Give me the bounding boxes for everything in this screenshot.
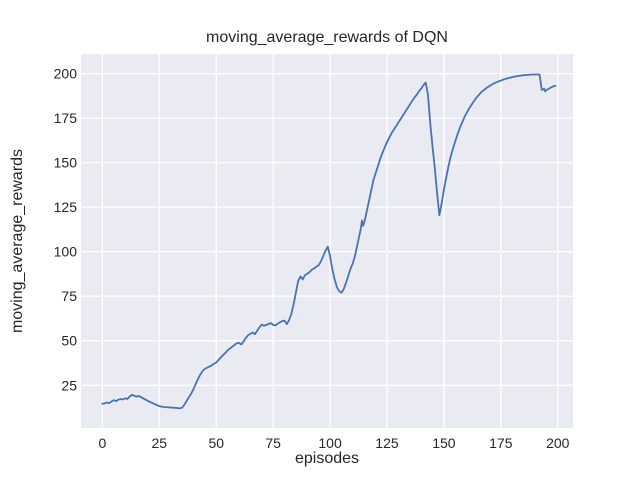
y-tick-label: 75	[61, 288, 77, 304]
y-axis-label: moving_average_rewards	[9, 149, 26, 333]
y-tick-label: 125	[54, 199, 78, 215]
x-tick-label: 150	[432, 435, 456, 451]
dqn-rewards-line	[101, 73, 557, 410]
x-tick-label: 200	[546, 435, 570, 451]
y-tick-label: 200	[54, 66, 78, 82]
plot-area	[81, 54, 573, 428]
gridlines	[81, 54, 573, 428]
x-tick-labels: 0 25 50 75 100 125 150 175 200	[99, 435, 570, 451]
x-tick-label: 50	[208, 435, 224, 451]
x-tick-label: 25	[152, 435, 168, 451]
y-tick-label: 175	[54, 110, 78, 126]
x-axis-label: episodes	[295, 450, 359, 467]
x-tick-label: 125	[375, 435, 399, 451]
chart-title: moving_average_rewards of DQN	[206, 29, 448, 46]
x-tick-label: 75	[265, 435, 281, 451]
y-tick-label: 25	[61, 377, 77, 393]
y-tick-label: 150	[54, 155, 78, 171]
y-tick-label: 100	[54, 244, 78, 260]
x-tick-label: 100	[318, 435, 342, 451]
y-tick-labels: 25 50 75 100 125 150 175 200	[54, 66, 78, 394]
x-tick-label: 175	[489, 435, 513, 451]
x-tick-label: 0	[99, 435, 107, 451]
y-tick-label: 50	[61, 333, 77, 349]
